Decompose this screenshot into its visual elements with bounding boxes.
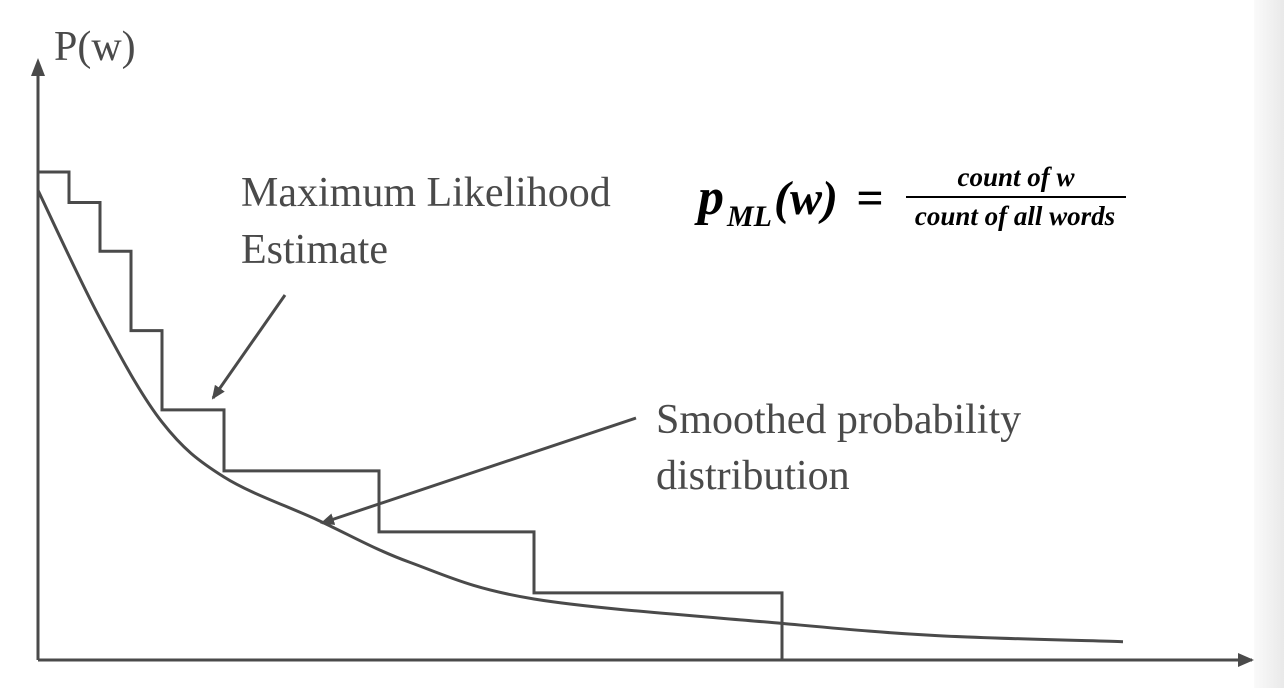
probability-diagram: P(w) Maximum Likelihood Estimate Smoothe… bbox=[31, 24, 1254, 667]
mle-label-line1: Maximum Likelihood bbox=[241, 170, 611, 216]
smoothed-label-line2: distribution bbox=[656, 453, 850, 499]
formula-p: p bbox=[694, 169, 724, 226]
formula-numerator: count of w bbox=[957, 162, 1075, 192]
formula-argument: (w) bbox=[774, 172, 838, 225]
mle-label-line2: Estimate bbox=[241, 227, 388, 273]
mle-pointer-arrow bbox=[211, 294, 287, 400]
smoothed-pointer-arrow bbox=[320, 416, 637, 525]
smoothed-curve bbox=[36, 189, 1124, 644]
mle-formula: p ML (w) = count of w count of all words bbox=[694, 162, 1126, 233]
y-axis-arrow bbox=[31, 58, 45, 76]
formula-subscript: ML bbox=[726, 200, 772, 233]
formula-denominator: count of all words bbox=[915, 201, 1115, 231]
smoothed-label-line1: Smoothed probability bbox=[656, 397, 1021, 443]
x-axis-arrow bbox=[1238, 653, 1254, 667]
right-edge-shade bbox=[1254, 0, 1284, 688]
formula-equals: = bbox=[856, 172, 883, 225]
mle-step-line bbox=[38, 170, 1154, 662]
y-axis-label: P(w) bbox=[54, 24, 136, 70]
